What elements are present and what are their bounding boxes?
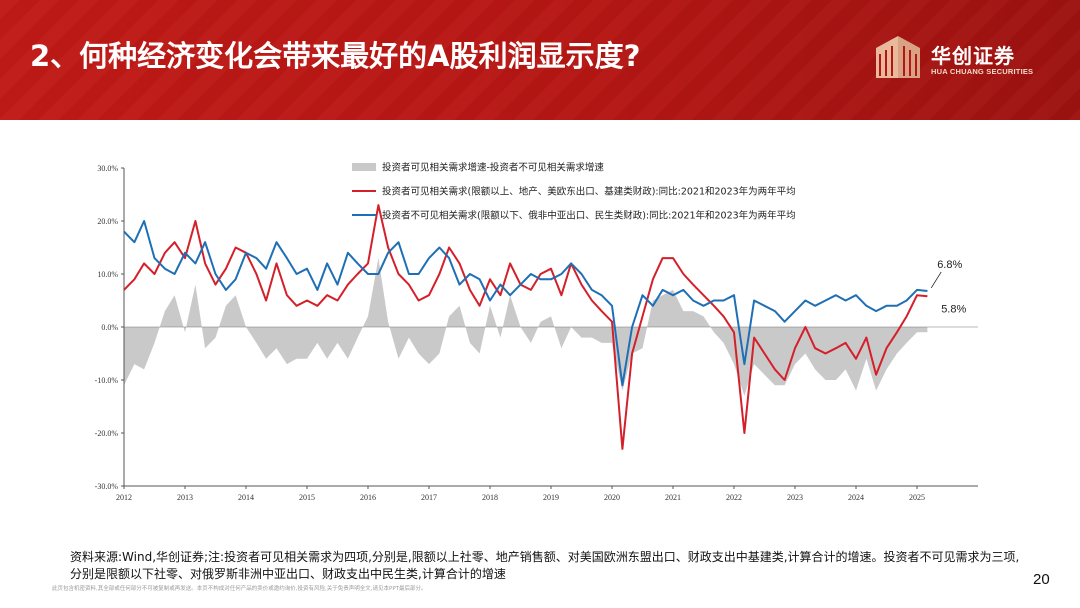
x-tick-label: 2012 [116,493,132,502]
y-tick-label: -20.0% [95,429,119,438]
company-logo: 华创证券 HUA CHUANG SECURITIES [872,32,1042,82]
y-tick-label: -30.0% [95,482,119,491]
legend-label: 投资者不可见相关需求(限额以下、俄非中亚出口、民生类财政):同比:2021年和2… [382,210,796,222]
legend-swatch-area [352,163,376,171]
legend-label: 投资者可见相关需求(限额以上、地产、美欧东出口、基建类财政):同比:2021和2… [382,186,796,198]
annotation-label: 6.8% [937,259,962,271]
x-tick-label: 2016 [360,493,376,502]
annotation-label: 5.8% [941,303,966,315]
disclaimer-text: 此页包含机密资料,其全部或任何部分不可被复制或再发送。本页不构成对任何产品的卖价… [52,586,427,592]
y-tick-label: 0.0% [101,323,118,332]
x-tick-label: 2013 [177,493,193,502]
source-note: 资料来源:Wind,华创证券;注:投资者可见相关需求为四项,分别是,限额以上社零… [70,550,1020,581]
x-tick-label: 2021 [665,493,681,502]
x-tick-label: 2015 [299,493,315,502]
y-tick-label: 10.0% [97,270,118,279]
y-tick-label: 30.0% [97,164,118,173]
x-tick-label: 2018 [482,493,498,502]
annotation-leader-line [930,271,942,289]
x-tick-label: 2023 [787,493,803,502]
page-title: 2、何种经济变化会带来最好的A股利润显示度? [30,39,641,73]
x-tick-label: 2022 [726,493,742,502]
logo-mark-icon [876,36,920,78]
series-line-invisible-demand [123,220,928,387]
logo-text-en: HUA CHUANG SECURITIES [931,67,1034,76]
series-line-visible-demand [123,204,928,450]
x-tick-label: 2014 [238,493,254,502]
page-number: 20 [1033,571,1050,588]
x-tick-label: 2025 [909,493,925,502]
demand-growth-chart: -30.0% -20.0% -10.0% 0.0% 10.0% 20.0% 30.0% 201… [95,162,978,502]
y-tick-label: 20.0% [97,217,118,226]
header-banner: 2、何种经济变化会带来最好的A股利润显示度? 华创证券 HUA CHUANG S… [0,0,1080,120]
x-tick-label: 2020 [604,493,620,502]
x-tick-label: 2019 [543,493,559,502]
y-tick-label: -10.0% [95,376,119,385]
x-tick-label: 2017 [421,493,437,502]
logo-text-cn: 华创证券 [931,44,1015,68]
legend-label: 投资者可见相关需求增速-投资者不可见相关需求增速 [382,162,604,174]
x-tick-label: 2024 [848,493,864,502]
